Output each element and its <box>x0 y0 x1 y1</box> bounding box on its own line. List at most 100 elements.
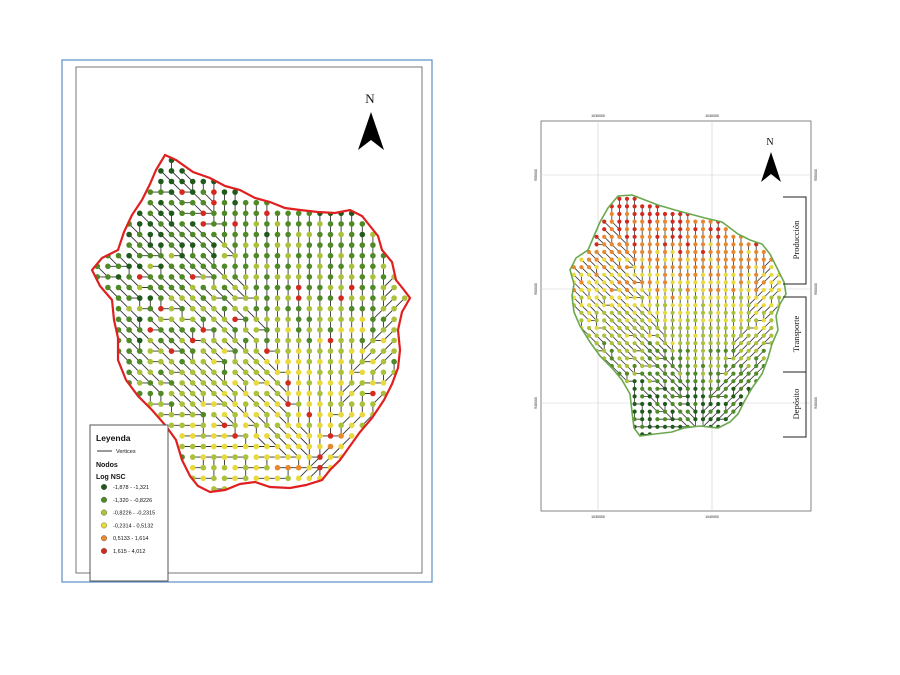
network-node <box>317 252 323 259</box>
network-node <box>274 274 281 280</box>
network-node <box>640 409 645 414</box>
network-node <box>338 263 344 270</box>
network-node <box>624 341 630 346</box>
network-node <box>632 394 637 399</box>
network-node <box>115 263 122 270</box>
network-node <box>211 263 217 270</box>
network-node <box>211 337 217 344</box>
network-node <box>761 287 766 293</box>
network-node <box>670 386 675 391</box>
network-node <box>285 327 291 333</box>
network-node <box>617 341 622 346</box>
network-node <box>274 231 281 238</box>
network-node <box>211 454 217 460</box>
network-node <box>746 371 751 376</box>
network-node <box>693 325 698 331</box>
network-node <box>359 411 366 418</box>
network-node <box>242 464 249 471</box>
network-node <box>285 316 291 323</box>
network-node <box>285 464 291 471</box>
network-node <box>242 380 249 386</box>
network-node <box>617 295 622 300</box>
network-node <box>295 464 302 471</box>
network-node <box>602 333 607 338</box>
network-node <box>221 210 228 217</box>
network-node <box>264 337 270 344</box>
network-node <box>221 390 228 397</box>
network-node <box>655 310 660 315</box>
network-node <box>678 257 683 262</box>
network-node <box>632 409 637 414</box>
network-node <box>211 242 217 248</box>
network-node <box>285 390 291 397</box>
network-node <box>662 371 668 376</box>
network-node <box>716 379 721 384</box>
network-node <box>359 390 366 397</box>
network-node <box>731 265 736 270</box>
network-node <box>708 401 713 407</box>
network-node <box>693 242 698 247</box>
network-node <box>609 265 614 270</box>
network-node <box>327 422 334 429</box>
network-node <box>731 287 736 293</box>
network-node <box>624 333 630 338</box>
network-node <box>769 325 774 331</box>
y-tick-label-right-2: 950000 <box>814 283 818 295</box>
network-node <box>221 274 228 280</box>
x-tick-label-top-1: 1030000 <box>591 114 605 118</box>
network-node <box>647 287 652 293</box>
network-node <box>391 348 397 354</box>
network-node <box>685 341 690 346</box>
network-node <box>274 316 281 323</box>
network-node <box>158 411 164 418</box>
network-node <box>327 358 334 365</box>
network-node <box>253 475 260 482</box>
network-node <box>700 333 706 338</box>
network-node <box>158 390 164 397</box>
network-node <box>338 369 344 376</box>
network-node <box>221 337 228 344</box>
network-node <box>594 280 599 285</box>
network-node <box>126 316 132 323</box>
network-node <box>640 249 645 255</box>
network-node <box>306 454 313 460</box>
network-node <box>264 327 270 333</box>
network-node <box>370 263 376 270</box>
network-node <box>264 380 270 386</box>
network-node <box>242 443 249 450</box>
network-node <box>189 443 196 450</box>
network-node <box>295 454 302 460</box>
network-node <box>274 284 281 291</box>
network-node <box>632 401 637 407</box>
network-node <box>158 316 164 323</box>
network-node <box>295 242 302 248</box>
network-node <box>754 257 759 262</box>
network-node <box>253 369 260 376</box>
network-node <box>391 327 397 333</box>
network-node <box>670 257 675 262</box>
network-node <box>617 310 622 315</box>
network-node <box>189 358 196 365</box>
network-node <box>348 380 355 386</box>
network-node <box>274 475 281 482</box>
network-node <box>655 386 660 391</box>
network-node <box>285 295 291 301</box>
network-node <box>370 284 376 291</box>
network-node <box>253 210 260 217</box>
network-node <box>647 211 652 217</box>
network-node <box>168 316 175 323</box>
network-node <box>640 341 645 346</box>
network-node <box>285 284 291 291</box>
network-node <box>147 337 154 344</box>
network-node <box>738 379 744 384</box>
network-node <box>380 380 387 386</box>
network-node <box>670 303 675 308</box>
network-node <box>670 211 675 217</box>
network-node <box>285 443 291 450</box>
network-node <box>158 358 164 365</box>
y-tick-label-left-1: 955000 <box>534 169 538 181</box>
network-node <box>640 219 645 224</box>
network-node <box>242 221 249 227</box>
network-node <box>348 422 355 429</box>
network-node <box>327 390 334 397</box>
